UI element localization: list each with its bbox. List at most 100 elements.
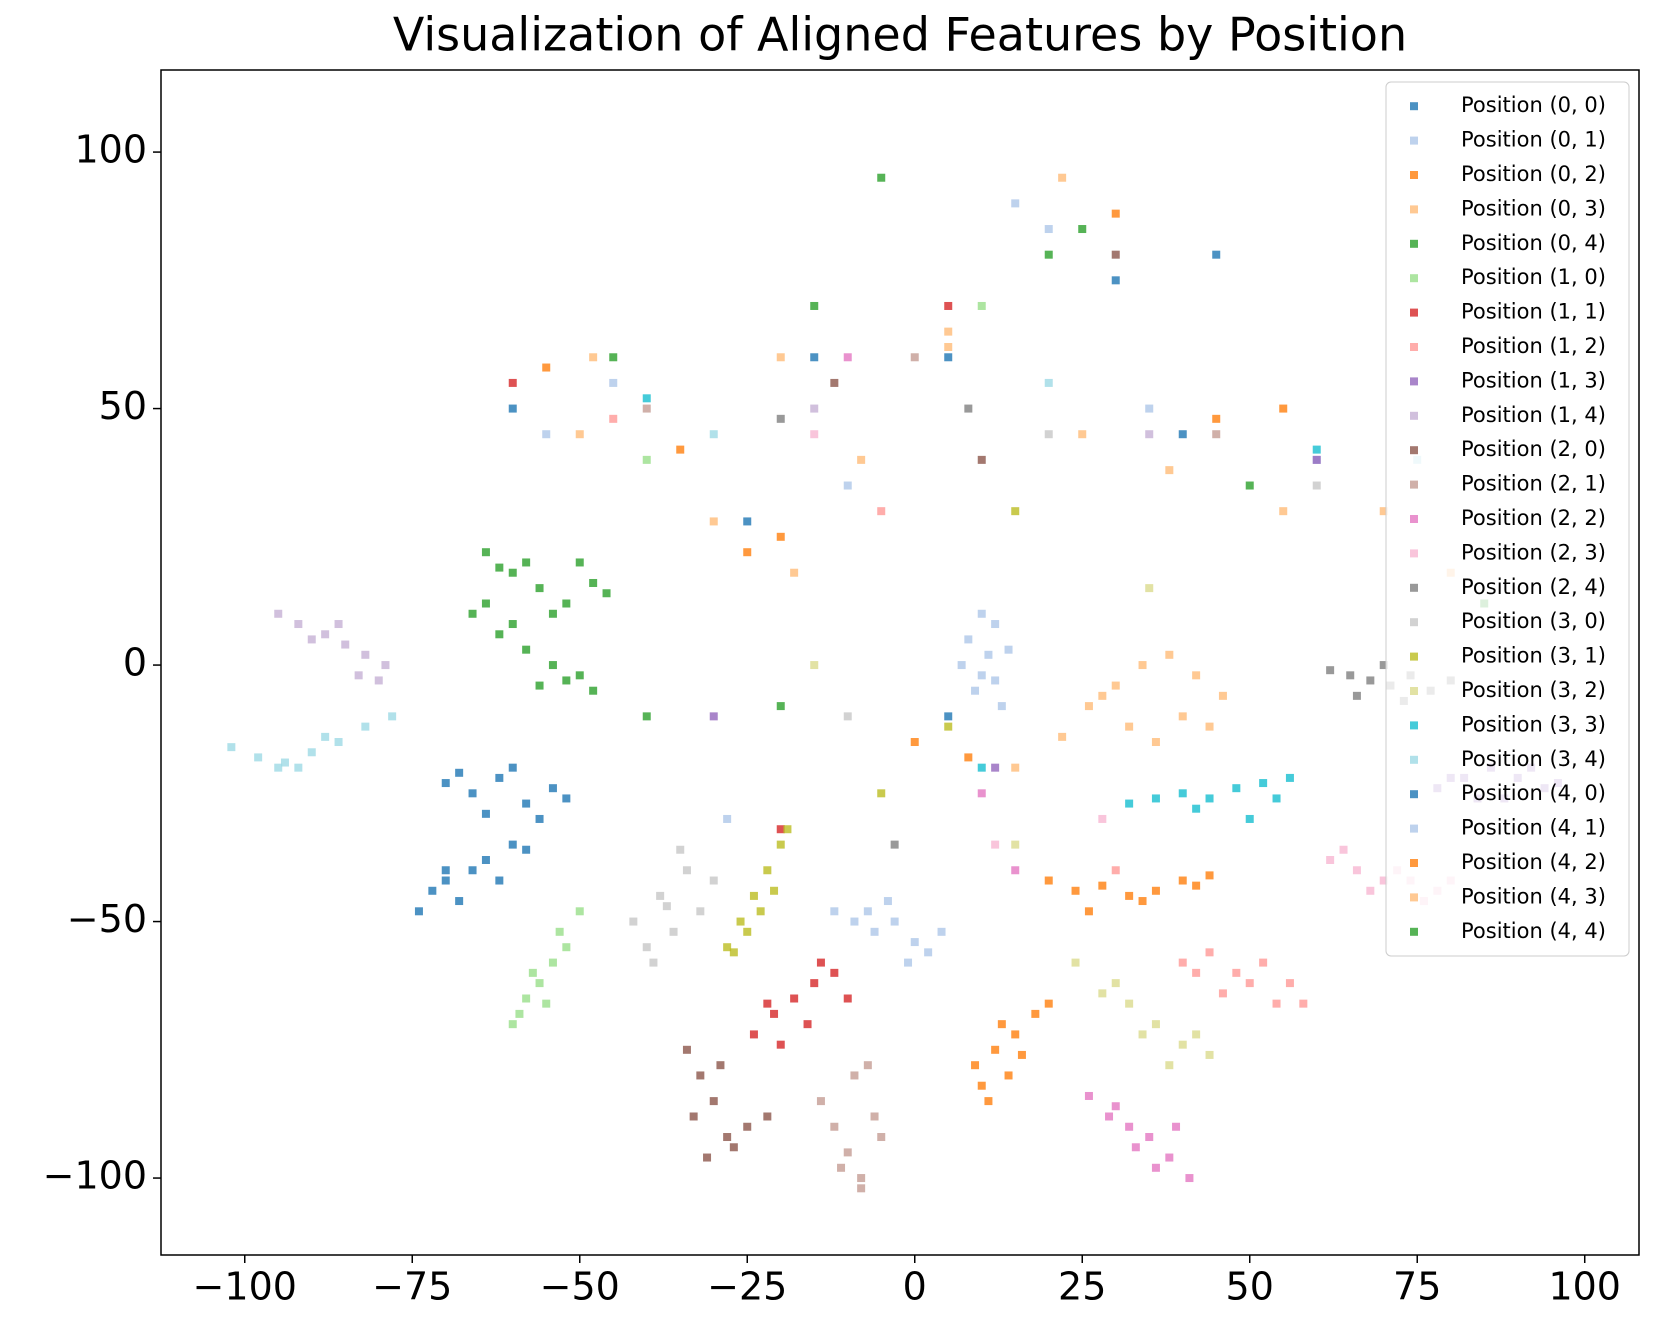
point (334, 738, 343, 747)
point (361, 722, 370, 731)
point (508, 404, 517, 413)
point (522, 645, 531, 654)
legend-label: Position (4, 1) (1461, 816, 1606, 840)
point (1245, 481, 1254, 490)
point (1205, 1050, 1214, 1059)
point (810, 353, 819, 362)
point (743, 1122, 752, 1131)
legend-marker (1410, 927, 1418, 936)
legend-marker (1410, 515, 1418, 523)
point (555, 927, 564, 936)
point (1312, 455, 1321, 464)
point (1084, 907, 1093, 916)
legend-label: Position (4, 0) (1461, 781, 1606, 805)
point (1084, 702, 1093, 711)
point (977, 789, 986, 798)
point (1044, 225, 1053, 234)
point (910, 738, 919, 747)
point (843, 712, 852, 721)
point (1125, 799, 1134, 808)
point (1212, 250, 1221, 259)
point (1044, 250, 1053, 259)
y-tick-label: 0 (123, 641, 147, 685)
point (1111, 681, 1120, 690)
point (629, 917, 638, 926)
point (770, 886, 779, 895)
point (1098, 691, 1107, 700)
legend-marker (1410, 687, 1418, 695)
point (1071, 958, 1080, 967)
point (468, 866, 477, 875)
point (803, 1020, 812, 1029)
point (1178, 430, 1187, 439)
point (977, 455, 986, 464)
y-tick-label: 50 (99, 384, 147, 428)
point (743, 517, 752, 526)
point (676, 845, 685, 854)
point (1232, 968, 1241, 977)
point (810, 404, 819, 413)
point (816, 958, 825, 967)
point (723, 1133, 732, 1142)
point (495, 773, 504, 782)
point (1078, 225, 1087, 234)
point (1259, 779, 1268, 788)
legend-marker (1410, 824, 1418, 833)
point (481, 599, 490, 608)
point (857, 455, 866, 464)
point (1326, 856, 1335, 864)
legend-label: Position (1, 3) (1461, 368, 1606, 392)
point (1165, 1153, 1174, 1162)
point (1245, 979, 1254, 988)
point (508, 1020, 517, 1029)
plot-area (227, 173, 1562, 1193)
legend-marker (1410, 480, 1418, 489)
point (977, 1081, 986, 1090)
point (736, 917, 745, 926)
point (535, 681, 544, 690)
point (642, 943, 651, 952)
point (696, 1071, 705, 1080)
point (1098, 814, 1107, 823)
point (877, 789, 886, 798)
point (984, 1097, 993, 1106)
point (776, 1040, 785, 1049)
point (1312, 481, 1321, 490)
point (830, 1122, 839, 1131)
point (1145, 404, 1154, 413)
point (1259, 958, 1268, 967)
legend-label: Position (3, 0) (1461, 609, 1606, 633)
point (334, 620, 343, 629)
point (977, 609, 986, 618)
point (883, 897, 892, 906)
point (776, 414, 785, 423)
point (1151, 1020, 1160, 1029)
x-tick-label: −100 (193, 1265, 297, 1309)
x-tick-label: −75 (372, 1265, 452, 1309)
point (709, 517, 718, 526)
point (743, 548, 752, 557)
point (682, 1045, 691, 1054)
point (589, 686, 598, 695)
point (890, 917, 899, 926)
point (790, 568, 799, 577)
point (1366, 676, 1375, 685)
point (837, 1163, 846, 1172)
point (508, 620, 517, 629)
point (495, 563, 504, 572)
point (1098, 989, 1107, 998)
point (830, 378, 839, 387)
point (254, 753, 263, 762)
point (716, 1061, 725, 1070)
point (414, 907, 423, 916)
point (1285, 773, 1294, 782)
x-tick-label: 75 (1393, 1265, 1441, 1309)
point (468, 609, 477, 618)
point (1178, 958, 1187, 967)
point (776, 532, 785, 541)
legend-label: Position (3, 4) (1461, 747, 1606, 771)
point (1138, 1030, 1147, 1039)
point (1138, 897, 1147, 906)
legend-marker (1410, 790, 1418, 799)
point (642, 455, 651, 464)
